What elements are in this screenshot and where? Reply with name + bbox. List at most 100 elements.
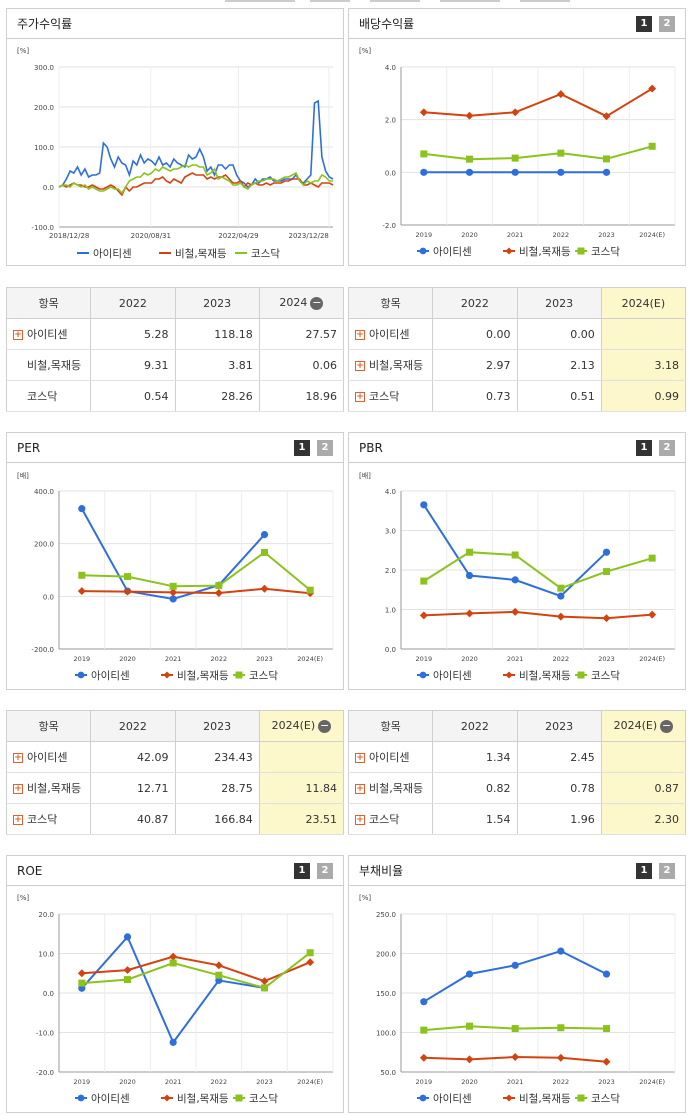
point-itsen <box>260 531 269 539</box>
header-label: 항목 <box>380 720 401 733</box>
point-metal-wood <box>214 589 223 597</box>
expand-plus-icon[interactable]: + <box>13 815 23 825</box>
y-tick-label: 400.0 <box>34 488 54 496</box>
expand-plus-icon[interactable]: + <box>355 753 365 763</box>
point-kosdaq <box>648 142 656 150</box>
view-2-button[interactable]: 2 <box>659 440 675 456</box>
panel-title: ROE <box>7 856 343 886</box>
view-2-button[interactable]: 2 <box>659 16 675 32</box>
series-line-kosdaq <box>81 551 311 591</box>
header-year: 2023 <box>516 287 602 319</box>
point-itsen <box>78 505 86 513</box>
point-itsen <box>465 168 474 176</box>
x-tick-label: 2024(E) <box>639 231 665 239</box>
expand-plus-icon[interactable]: + <box>13 784 23 794</box>
point-itsen <box>465 571 474 580</box>
legend-marker <box>77 1094 85 1102</box>
point-metal-wood <box>306 958 315 967</box>
expand-plus-icon[interactable]: + <box>355 815 365 825</box>
view-2-button[interactable]: 2 <box>317 863 333 879</box>
view-1-button[interactable]: 1 <box>294 863 310 879</box>
value-cell: 11.84 <box>258 772 344 804</box>
point-kosdaq <box>78 571 86 579</box>
point-kosdaq <box>169 582 177 590</box>
header-label: 2024(E) <box>613 719 658 733</box>
legend-marker <box>163 1094 171 1102</box>
collapse-column-button[interactable]: − <box>310 295 324 310</box>
expand-plus-icon[interactable]: + <box>355 330 365 340</box>
collapse-column-button[interactable]: − <box>318 718 332 733</box>
legend-label-kosdaq: 코스닥 <box>591 670 620 682</box>
value-cell: 40.87 <box>90 803 175 835</box>
debt-ratio-chart: 250.0 200.0 150.0 100.0 50.0 2019 2020 2021 2022… <box>376 911 676 1105</box>
point-itsen <box>420 998 428 1006</box>
x-tick-label: 2023 <box>256 655 273 663</box>
expand-plus-icon[interactable]: + <box>355 392 365 402</box>
y-tick-label: -10.0 <box>36 1030 54 1038</box>
point-kosdaq <box>215 582 223 590</box>
y-tick-label: 100.0 <box>376 1030 396 1038</box>
view-1-button[interactable]: 1 <box>636 863 652 879</box>
value-cell: 18.96 <box>258 380 344 412</box>
x-tick-label: 2023/12/28 <box>289 232 329 240</box>
value-cell: 0.87 <box>600 772 686 804</box>
point-kosdaq <box>306 586 314 594</box>
collapse-column-button[interactable]: − <box>660 718 674 733</box>
point-itsen <box>557 168 565 176</box>
y-tick-label: 150.0 <box>376 990 396 998</box>
point-itsen <box>602 970 611 978</box>
point-metal-wood <box>214 961 223 970</box>
y-tick-label: 2.0 <box>385 567 396 575</box>
header-label: 2024 <box>279 296 308 310</box>
legend-label-itsen: 아이티센 <box>93 248 132 260</box>
x-tick-label: 2024(E) <box>297 1078 323 1086</box>
x-tick-label: 2022/04/29 <box>218 232 258 240</box>
pbr-table: 항목 2022 2023 2024(E) − + 아이티센 1.34 2.45 + 비철,목재등 0.… <box>348 710 686 835</box>
point-kosdaq <box>557 1024 565 1032</box>
unit-label: [%] <box>17 894 30 902</box>
per-table: 항목 2022 2023 2024(E) − + 아이티센 42.09 234.43 + 비철,목재… <box>6 710 344 835</box>
pbr-chart: 4.0 3.0 2.0 1.0 0.0 2019 2020 2021 2022 2023 2024(… <box>385 488 676 682</box>
view-2-button[interactable]: 2 <box>659 863 675 879</box>
row-name: 코스닥 <box>27 813 58 826</box>
expand-plus-icon[interactable]: + <box>355 361 365 371</box>
y-tick-label: 50.0 <box>380 1069 396 1077</box>
expand-plus-icon[interactable]: + <box>355 784 365 794</box>
expand-plus-icon[interactable]: + <box>13 753 23 763</box>
y-tick-label: 20.0 <box>38 911 54 919</box>
x-tick-label: 2020 <box>461 1078 478 1086</box>
header-year: 2022 <box>90 287 175 319</box>
view-1-button[interactable]: 1 <box>294 440 310 456</box>
x-tick-label: 2023 <box>598 655 615 663</box>
top-tab-stub <box>440 0 500 2</box>
series-line-kosdaq <box>423 551 653 590</box>
header-label: 2022 <box>460 719 489 733</box>
point-metal-wood <box>77 969 86 978</box>
legend-label-itsen: 아이티센 <box>433 246 472 258</box>
value-cell: 2.30 <box>600 803 686 835</box>
value-cell: 0.54 <box>90 380 175 412</box>
x-tick-label: 2021 <box>507 231 524 239</box>
point-metal-wood <box>260 584 269 593</box>
series-line-metal-wood <box>423 87 653 118</box>
value-cell: 0.73 <box>432 380 517 412</box>
expand-plus-icon[interactable]: + <box>13 330 23 340</box>
table-row: 코스닥 0.54 28.26 18.96 <box>6 380 344 412</box>
x-tick-label: 2022 <box>553 1078 570 1086</box>
view-2-button[interactable]: 2 <box>317 440 333 456</box>
point-kosdaq <box>557 149 565 157</box>
value-cell: 0.00 <box>516 318 602 350</box>
point-metal-wood <box>465 609 474 618</box>
view-1-button[interactable]: 1 <box>636 16 652 32</box>
point-metal-wood <box>602 1057 611 1066</box>
row-name: 코스닥 <box>27 390 58 403</box>
series-line-itsen <box>423 950 607 1003</box>
x-tick-label: 2020/08/31 <box>131 232 171 240</box>
header-label: 2022 <box>118 719 147 733</box>
view-1-button[interactable]: 1 <box>636 440 652 456</box>
x-tick-label: 2019 <box>416 231 433 239</box>
point-itsen <box>169 595 177 603</box>
legend-label-metal-wood: 비철,목재등 <box>175 248 227 260</box>
